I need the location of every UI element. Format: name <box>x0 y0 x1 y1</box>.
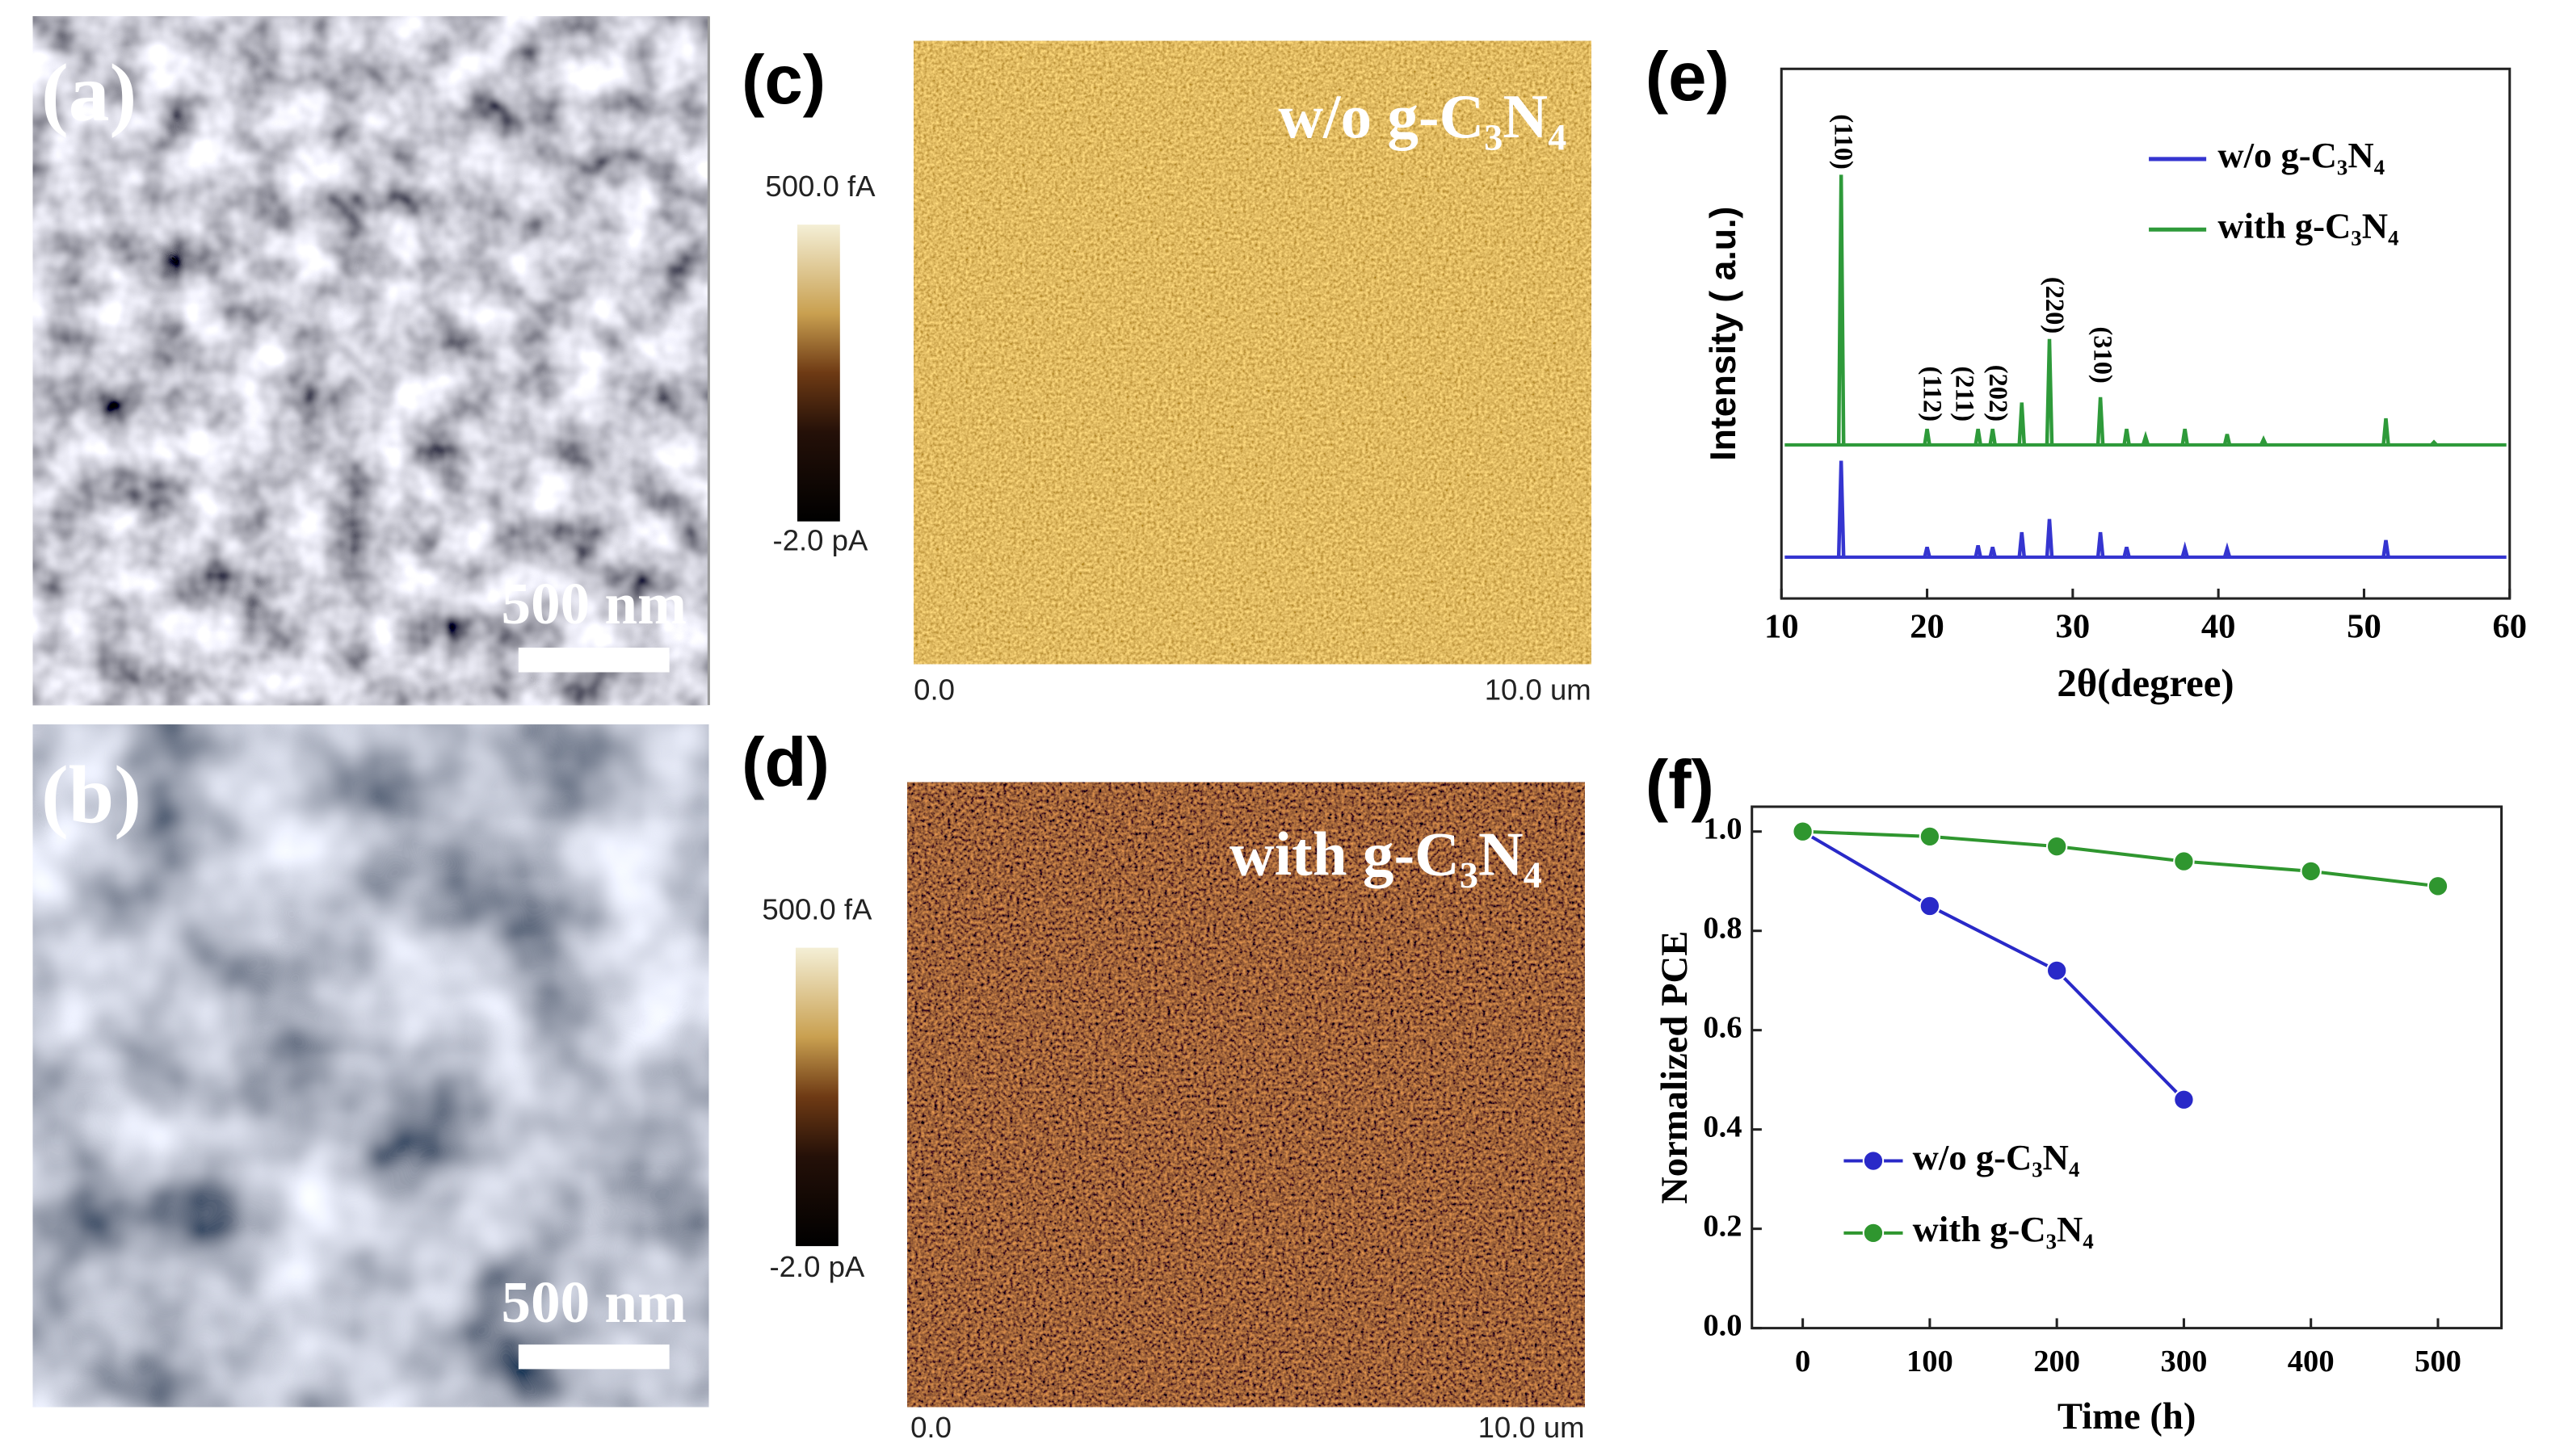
peak <box>2017 402 2027 446</box>
x-axis-label: 2θ(degree) <box>2057 661 2234 705</box>
x-tick-label: 40 <box>2201 607 2236 645</box>
marker <box>2173 1089 2195 1110</box>
plot-frame <box>1780 67 2511 600</box>
peak <box>1973 545 1982 558</box>
marker <box>2045 835 2068 858</box>
x-tick-label: 10 <box>1764 607 1799 645</box>
x-tick-label: 30 <box>2056 607 2091 645</box>
peak <box>2180 428 2189 446</box>
legend-label: with g-C₃N₄ <box>1913 1209 2094 1249</box>
peak <box>1836 174 1846 445</box>
peak <box>2141 430 2150 446</box>
colorbar <box>795 947 839 1247</box>
scale-bar <box>518 1344 670 1370</box>
peak <box>2259 435 2268 446</box>
peak <box>2122 428 2131 446</box>
peak <box>2045 518 2054 558</box>
y-tick-label: 0.2 <box>1703 1209 1742 1243</box>
x-tick-label: 500 <box>2415 1345 2461 1378</box>
x-tick-label: 200 <box>2033 1345 2080 1378</box>
legend-label: w/o g-C₃N₄ <box>2217 135 2385 175</box>
marker <box>1919 895 1941 917</box>
peak <box>1988 546 1997 558</box>
peak <box>2381 417 2390 446</box>
scale-bar-label: 500 nm <box>502 1269 687 1335</box>
x-axis-label: Time (h) <box>2058 1395 2196 1437</box>
colorbar-max: 500.0 fA <box>762 893 872 926</box>
peak-label: (220) <box>2040 277 2069 334</box>
panel-label: (e) <box>1646 39 1730 115</box>
x-tick-label: 20 <box>1910 607 1944 645</box>
colorbar-min: -2.0 pA <box>773 524 868 557</box>
peak <box>1923 546 1931 558</box>
afm-image <box>907 782 1585 1408</box>
x-tick-label: 0 <box>1795 1345 1810 1378</box>
y-tick-label: 0.4 <box>1703 1110 1742 1144</box>
peak <box>2017 531 2027 558</box>
legend-label: w/o g-C₃N₄ <box>1913 1137 2080 1177</box>
axis-start: 0.0 <box>910 1411 952 1444</box>
x-tick-label: 400 <box>2288 1345 2335 1378</box>
peak <box>2095 397 2105 446</box>
peak-label: (202) <box>1983 365 2012 422</box>
x-tick-label: 100 <box>1906 1345 1953 1378</box>
marker <box>2173 850 2195 872</box>
peak <box>1923 428 1931 446</box>
peak <box>2180 541 2189 558</box>
plot-frame <box>1751 805 2503 1330</box>
series-line <box>1802 829 2439 888</box>
legend-marker <box>1862 1222 1885 1244</box>
colorbar <box>797 224 840 522</box>
axis-start: 0.0 <box>914 673 955 706</box>
marker <box>2300 860 2322 883</box>
sem-image <box>32 16 709 706</box>
peak <box>2381 539 2390 558</box>
scale-bar-label: 500 nm <box>502 571 687 636</box>
legend-marker <box>1862 1150 1885 1172</box>
peak <box>2430 439 2438 447</box>
afm-image <box>914 40 1591 665</box>
peak-label: (110) <box>1829 114 1858 170</box>
x-tick-label: 50 <box>2347 607 2381 645</box>
peak <box>1836 460 1846 558</box>
panel-label: (d) <box>742 724 830 801</box>
sem-image <box>32 724 709 1408</box>
peak <box>2095 531 2105 558</box>
sample-label: with g-C₃N₄ <box>1229 820 1542 889</box>
y-axis-label: Normalized PCE <box>1654 931 1696 1204</box>
peak <box>2222 542 2232 558</box>
sample-label: w/o g-C₃N₄ <box>1278 82 1566 151</box>
axis-end: 10.0 um <box>1485 673 1591 706</box>
legend-label: with g-C₃N₄ <box>2217 206 2398 246</box>
y-tick-label: 0.0 <box>1703 1308 1742 1342</box>
y-tick-label: 0.6 <box>1703 1011 1742 1045</box>
x-tick-label: 300 <box>2161 1345 2208 1378</box>
panel-label: (f) <box>1646 747 1714 824</box>
colorbar-max: 500.0 fA <box>765 170 876 203</box>
peak-label: (211) <box>1949 367 1978 422</box>
axis-end: 10.0 um <box>1478 1411 1585 1444</box>
peak-label: (112) <box>1918 367 1947 422</box>
scale-bar <box>518 648 670 673</box>
peak <box>2222 434 2232 446</box>
peak <box>1973 428 1982 446</box>
marker <box>1919 825 1941 848</box>
panel-label: (c) <box>742 42 826 119</box>
x-tick-label: 60 <box>2492 607 2527 645</box>
peak <box>2122 546 2131 558</box>
marker <box>2045 959 2068 982</box>
y-axis-label: Intensity ( a.u.) <box>1704 207 1743 461</box>
peak-label: (310) <box>2088 327 2117 384</box>
y-tick-label: 0.8 <box>1703 912 1742 946</box>
marker <box>1792 820 1814 842</box>
peak <box>2045 338 2054 445</box>
series-line <box>1801 829 2185 1101</box>
panel-label: (a) <box>41 48 137 138</box>
colorbar-min: -2.0 pA <box>769 1250 864 1283</box>
marker <box>2427 875 2449 897</box>
panel-label: (b) <box>41 749 141 840</box>
peak <box>1988 428 1997 446</box>
y-tick-label: 1.0 <box>1703 812 1742 846</box>
